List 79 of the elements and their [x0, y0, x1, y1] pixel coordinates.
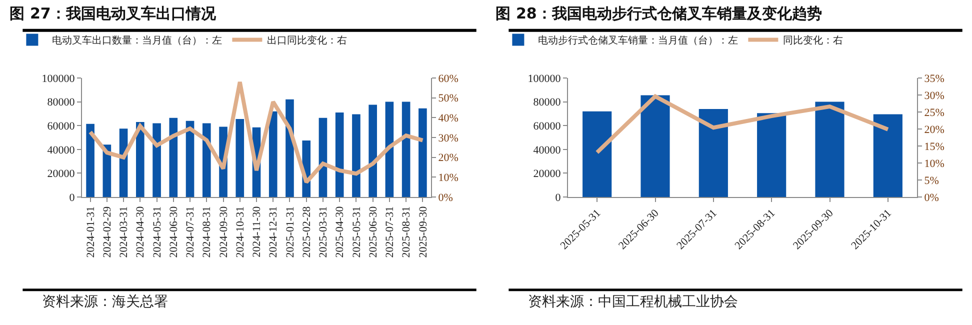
bar [402, 102, 410, 197]
y-tick-label: 40000 [47, 144, 76, 156]
bar [236, 119, 244, 197]
x-tick-label: 2025-04-30 [334, 206, 346, 258]
x-tick-label: 2024-09-30 [218, 206, 230, 258]
bar [152, 123, 161, 197]
bar [757, 113, 786, 197]
y2-tick-label: 0% [924, 192, 939, 204]
x-tick-label: 2024-08-31 [201, 206, 214, 258]
y2-tick-label: 10% [924, 158, 944, 170]
bar [873, 114, 902, 197]
y-tick-label: 60000 [533, 120, 562, 132]
x-tick-label: 2024-12-31 [268, 206, 280, 258]
chart-title: 图 27：我国电动叉车出口情况 [10, 4, 217, 23]
bar [698, 108, 728, 197]
x-tick-label: 2025-01-31 [284, 206, 296, 258]
y-tick-label: 0 [69, 192, 76, 204]
y-tick-label: 40000 [533, 144, 562, 156]
bar [385, 102, 394, 197]
y2-tick-label: 40% [438, 112, 458, 125]
y-tick-label: 20000 [47, 168, 76, 180]
bar [582, 111, 612, 197]
y2-tick-label: 35% [924, 72, 944, 85]
bar [202, 123, 211, 197]
y2-tick-label: 10% [438, 172, 458, 184]
bar [418, 108, 427, 197]
text: 资料来源：中国工程机械工业协会 [528, 294, 738, 310]
text: 资料来源：海关总署 [42, 294, 168, 310]
x-tick-label: 2025-05-31 [350, 206, 363, 258]
y-tick-label: 0 [555, 192, 562, 204]
y-tick-label: 100000 [528, 72, 562, 85]
y-tick-label: 100000 [42, 72, 76, 85]
line-series [88, 80, 425, 184]
legend-label: 出口同比变化：右 [267, 34, 348, 47]
x-tick-label: 2024-07-31 [184, 206, 197, 258]
x-tick-label: 2024-04-30 [134, 206, 147, 258]
y2-tick-label: 5% [924, 174, 939, 187]
y2-tick-label: 30% [438, 132, 458, 144]
line-series [595, 94, 890, 154]
bar [368, 104, 377, 197]
bar [169, 118, 178, 197]
x-tick-label: 2025-02-28 [300, 206, 313, 258]
x-tick-label: 2025-03-31 [318, 206, 330, 258]
bar [318, 118, 328, 197]
bar [268, 111, 278, 197]
legend-label: 电动叉车出口数量：当月值（台）：左 [52, 34, 222, 47]
bar [136, 122, 144, 197]
bar [640, 95, 670, 197]
y2-tick-label: 20% [924, 124, 944, 136]
x-tick-label: 2024-05-31 [151, 206, 164, 258]
bar [86, 124, 94, 197]
x-tick-label: 2025-08-31 [400, 206, 413, 258]
legend-label: 电动步行式仓储叉车销量：当月值（台）：左 [538, 34, 738, 47]
y2-tick-label: 30% [924, 90, 944, 102]
bar [186, 120, 194, 197]
y-tick-label: 80000 [47, 96, 76, 109]
x-tick-label: 2025-07-31 [384, 206, 396, 258]
y2-tick-label: 50% [438, 92, 458, 105]
bar [352, 114, 360, 197]
y-tick-label: 20000 [533, 168, 562, 180]
x-tick-label: 2024-11-30 [251, 206, 264, 258]
legend-label: 同比变化：右 [783, 34, 844, 47]
x-tick-label: 2024-03-31 [118, 206, 130, 258]
x-tick-label: 2024-01-31 [84, 206, 97, 258]
y2-tick-label: 60% [438, 72, 458, 85]
y2-tick-label: 0% [438, 192, 453, 204]
bar [815, 102, 844, 197]
x-tick-label: 2025-06-30 [367, 206, 380, 258]
chart-title: 图 28：我国电动步行式仓储叉车销量及变化趋势 [496, 4, 822, 23]
y2-tick-label: 15% [924, 140, 944, 153]
bar [335, 112, 344, 197]
x-tick-label: 2025-09-30 [417, 206, 430, 258]
x-tick-label: 2024-02-29 [102, 206, 114, 258]
x-tick-label: 2024-10-31 [234, 206, 246, 258]
y2-tick-label: 25% [924, 106, 944, 119]
y-tick-label: 60000 [47, 120, 76, 132]
x-tick-label: 2024-06-30 [168, 206, 180, 258]
y2-tick-label: 20% [438, 152, 458, 164]
y-tick-label: 80000 [533, 96, 562, 109]
